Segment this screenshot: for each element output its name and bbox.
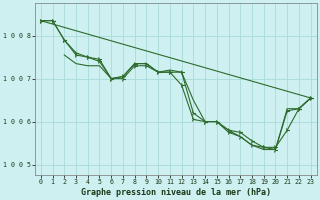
X-axis label: Graphe pression niveau de la mer (hPa): Graphe pression niveau de la mer (hPa) xyxy=(81,188,271,197)
